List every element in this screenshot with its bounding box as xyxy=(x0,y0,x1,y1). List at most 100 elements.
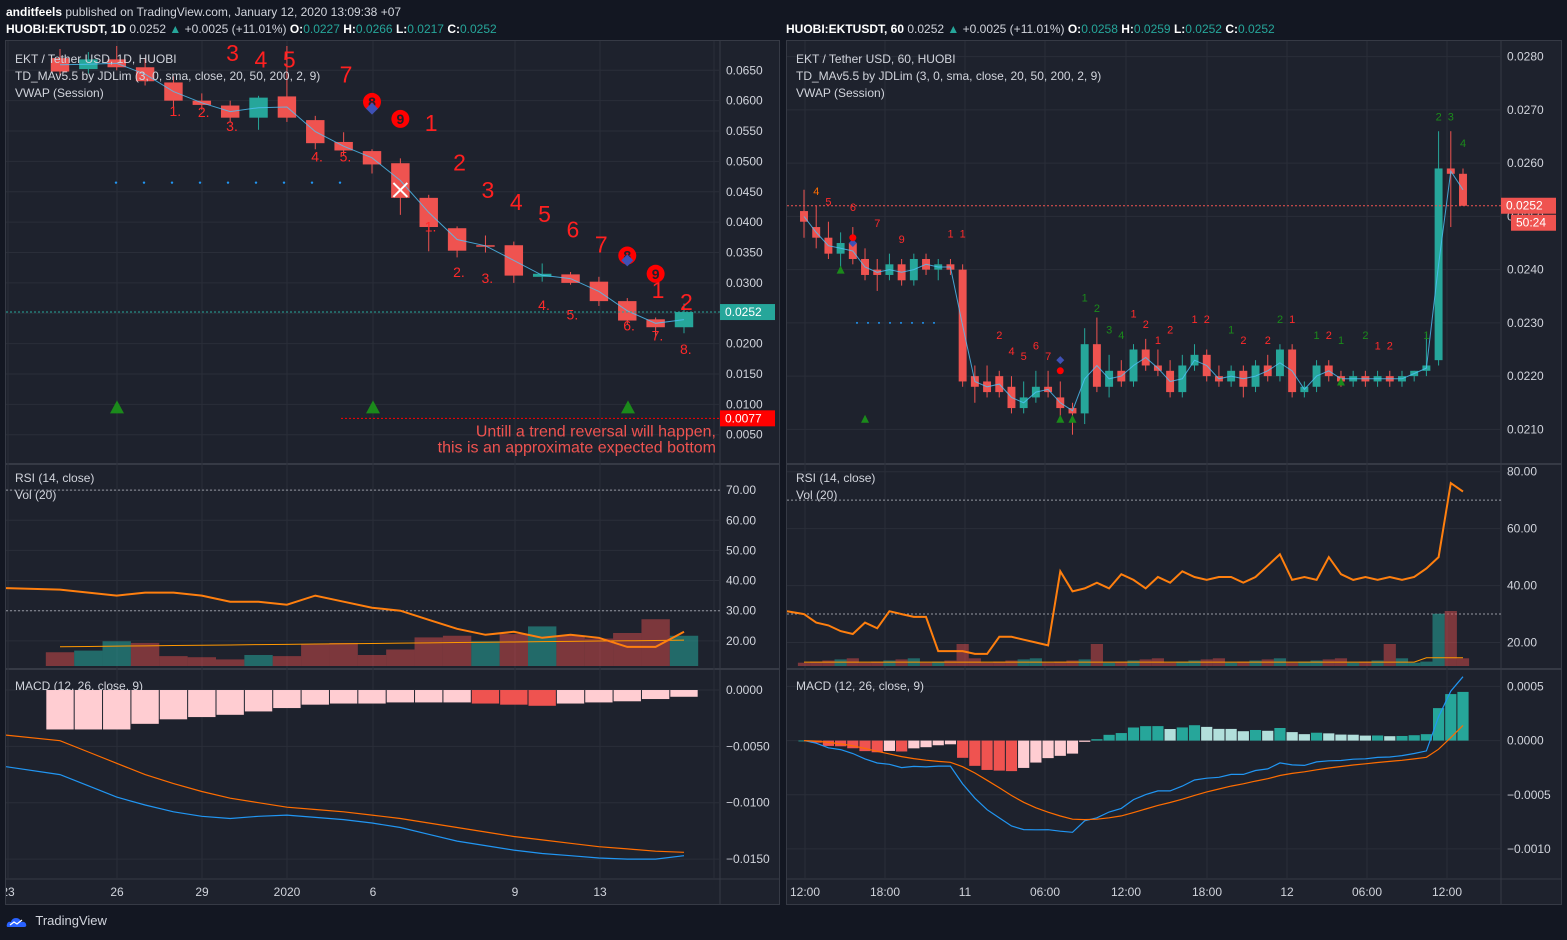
y-tick-label: 0.0270 xyxy=(1507,103,1544,117)
left-symbol[interactable]: HUOBI:EKTUSDT, 1D xyxy=(6,22,127,36)
td-count-small: 3 xyxy=(1106,325,1112,337)
volume-bar xyxy=(1139,659,1152,666)
rsi-tick-label: 50.00 xyxy=(726,543,756,557)
author-name[interactable]: anditfeels xyxy=(6,5,63,19)
volume-bar xyxy=(810,661,823,666)
vwap-session-dot xyxy=(338,181,342,184)
macd-legend: MACD (12, 26, close, 9) xyxy=(15,679,143,693)
macd-histogram-bar xyxy=(1396,735,1408,741)
y-tick-label: 0.0210 xyxy=(1507,422,1544,436)
macd-tick-label: 0.0000 xyxy=(1507,734,1544,748)
right-price: 0.0252 xyxy=(907,22,945,36)
volume-bar xyxy=(1322,659,1335,666)
volume-bar xyxy=(329,642,358,666)
tradingview-logo[interactable]: TradingView xyxy=(6,913,107,928)
td-count-small: 9 xyxy=(899,234,905,246)
td-count-small: 1 xyxy=(960,229,966,241)
macd-histogram-bar xyxy=(1445,694,1457,741)
td-count-small: 7 xyxy=(1045,351,1051,363)
vol-legend: Vol (20) xyxy=(796,488,837,502)
td-count-small: 2 xyxy=(1277,314,1283,326)
macd-histogram-bar xyxy=(1164,729,1176,741)
macd-histogram-bar xyxy=(920,740,932,748)
target-badge xyxy=(720,410,775,427)
volume-bar xyxy=(797,662,811,666)
volume-bar xyxy=(471,641,500,666)
right-symbol[interactable]: HUOBI:EKTUSDT, 60 xyxy=(786,22,905,36)
x-tick-label: 23 xyxy=(6,885,15,899)
td-circle-label: 8 xyxy=(368,94,376,110)
td-count-small: 2 xyxy=(1387,341,1393,353)
left-change: +0.0025 (+11.01%) xyxy=(184,22,287,36)
td-count-small: 1 xyxy=(1338,335,1344,347)
vwap-session-dot xyxy=(900,321,902,324)
volume-bar xyxy=(1456,658,1470,666)
macd-histogram-bar xyxy=(1408,735,1420,741)
macd-tick-label: −0.0010 xyxy=(1507,842,1551,856)
td-count-small: 2 xyxy=(996,330,1002,342)
macd-histogram-bar xyxy=(1225,728,1237,741)
rsi-tick-label: 60.00 xyxy=(1507,522,1537,536)
macd-histogram-bar xyxy=(1103,734,1115,741)
macd-tick-label: 0.0000 xyxy=(726,683,763,697)
macd-histogram-bar xyxy=(500,690,528,705)
y-tick-label: 0.0280 xyxy=(1507,50,1544,64)
volume-bar xyxy=(1078,659,1091,666)
td-count-small: 6 xyxy=(850,202,856,214)
left-chart-pane[interactable]: 232629202069130.06500.06000.05500.05000.… xyxy=(5,40,780,905)
rsi-tick-label: 80.00 xyxy=(1507,465,1537,479)
x-tick-label: 06:00 xyxy=(1352,885,1382,899)
right-chart-pane[interactable]: 12:00 18:00 11 06:00 12:00 18:00 12 06:00 12:00 0… xyxy=(786,40,1562,905)
left-high: 0.0266 xyxy=(355,22,393,36)
macd-histogram-bar xyxy=(670,690,698,697)
chart-legend-line: VWAP (Session) xyxy=(15,86,104,100)
left-open: 0.0227 xyxy=(303,22,340,36)
macd-histogram-bar xyxy=(613,690,641,702)
macd-histogram-bar xyxy=(386,690,415,703)
volume-bar xyxy=(1041,662,1055,666)
rsi-legend: RSI (14, close) xyxy=(796,471,875,485)
x-tick-label: 11 xyxy=(959,885,972,899)
volume-bar xyxy=(1225,662,1238,666)
x-tick-label: 26 xyxy=(110,885,124,899)
volume-bar xyxy=(1176,661,1189,666)
volume-bar xyxy=(272,656,302,666)
macd-histogram-bar xyxy=(471,690,500,704)
y-tick-label: 0.0450 xyxy=(726,185,763,199)
td-count-large: 1 xyxy=(652,277,665,303)
macd-histogram-bar xyxy=(944,740,957,745)
volume-ma-line xyxy=(59,639,685,648)
td-count-large: 4 xyxy=(510,189,523,215)
volume-bar xyxy=(895,659,908,666)
left-chart-svg[interactable]: 232629202069130.06500.06000.05500.05000.… xyxy=(6,41,780,905)
macd-histogram-bar xyxy=(1054,740,1066,756)
vwap-line xyxy=(59,62,685,324)
publish-text: published on TradingView.com, January 12… xyxy=(65,5,402,19)
volume-bar xyxy=(1005,660,1018,666)
macd-line xyxy=(803,676,1464,833)
td-count-small: 4 xyxy=(1460,138,1466,150)
right-chart-svg[interactable]: 12:00 18:00 11 06:00 12:00 18:00 12 06:00 12:000… xyxy=(787,41,1562,905)
td-circle-label: 9 xyxy=(396,111,404,127)
td-count-small: 5. xyxy=(567,306,579,322)
left-low: 0.0217 xyxy=(407,22,444,36)
td-count-small: 4. xyxy=(538,297,550,313)
td-count-small: 1 xyxy=(1192,314,1198,326)
annotation-line-1: Untill a trend reversal will happen, xyxy=(476,423,716,440)
macd-histogram-bar xyxy=(1310,732,1323,741)
buy-triangle-icon xyxy=(110,400,124,414)
td-count-large: 5 xyxy=(283,46,296,72)
td-count-small: 1 xyxy=(1423,330,1429,342)
x-tick-label: 18:00 xyxy=(1192,885,1222,899)
td-circle-marker xyxy=(363,92,381,111)
macd-histogram-bar xyxy=(932,740,944,746)
td-count-small: 1 xyxy=(1131,309,1137,321)
vwap-session-dot xyxy=(911,321,913,324)
volume-bar xyxy=(1200,659,1213,666)
macd-histogram-bar xyxy=(883,740,896,751)
volume-bar xyxy=(919,662,933,666)
rsi-tick-label: 70.00 xyxy=(726,483,756,497)
macd-histogram-bar xyxy=(358,690,386,704)
x-tick-label: 13 xyxy=(593,885,607,899)
volume-bar xyxy=(1127,660,1140,666)
